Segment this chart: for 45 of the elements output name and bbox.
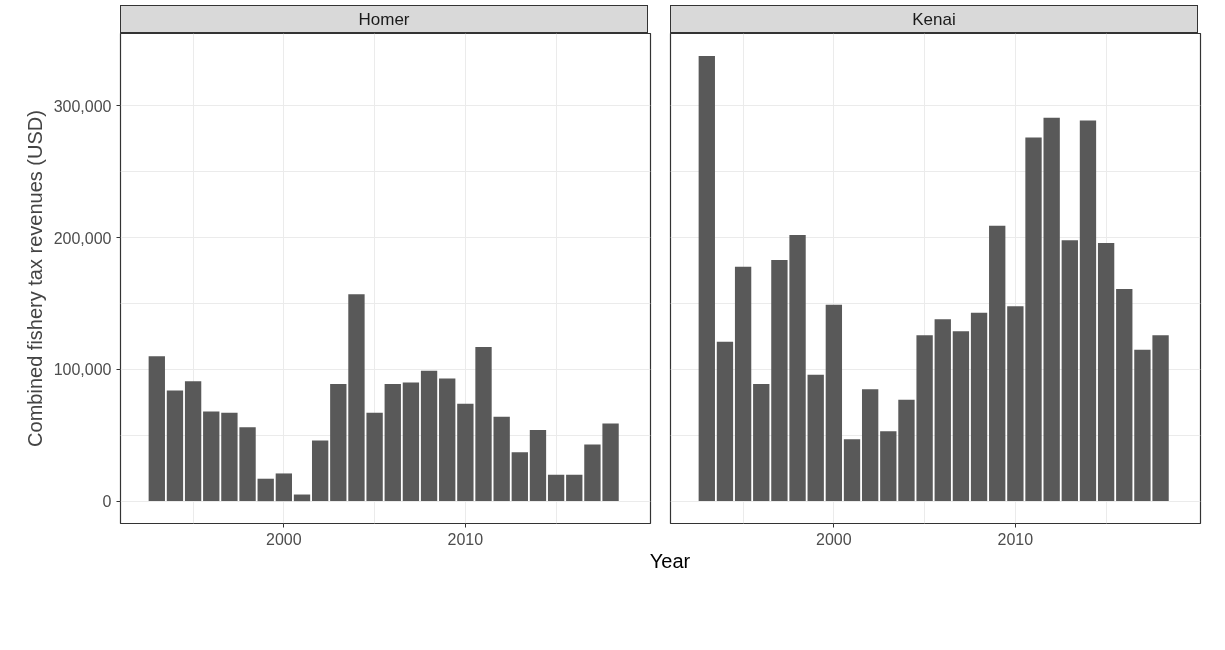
x-axis-title: Year [649, 549, 691, 574]
x-tick-label: 2010 [997, 530, 1034, 548]
bar [402, 382, 420, 502]
bar [861, 389, 879, 502]
bar [934, 319, 951, 502]
bar [420, 370, 438, 502]
bar [547, 474, 565, 502]
y-tick-label: 0 [102, 493, 112, 511]
bar [257, 478, 274, 502]
y-tick-label: 300,000 [53, 97, 112, 115]
y-tick-label: 200,000 [53, 229, 112, 247]
bar [1079, 120, 1097, 502]
bar [734, 266, 752, 502]
bar [184, 381, 202, 502]
bar [880, 431, 897, 502]
bar [166, 390, 184, 502]
bar [698, 55, 715, 502]
bar [1116, 289, 1133, 502]
y-axis-title: Combined fishery tax revenues (USD) [23, 110, 46, 447]
x-tick-label: 2000 [266, 530, 302, 548]
y-tick-label: 100,000 [53, 361, 112, 379]
bar [566, 474, 583, 502]
bar [1097, 242, 1115, 502]
bar [952, 331, 970, 502]
bar [716, 341, 734, 502]
bar [148, 356, 165, 502]
x-tick-label: 2000 [816, 530, 852, 548]
bar [1061, 240, 1078, 502]
bar [439, 378, 456, 502]
bar [753, 383, 770, 502]
bar [275, 473, 293, 502]
bar [843, 439, 861, 502]
bar [511, 452, 528, 502]
bar [203, 411, 220, 502]
chart-title: Homer [358, 9, 410, 31]
chart-title: Kenai [912, 9, 956, 31]
bar [807, 374, 824, 502]
bar [384, 383, 401, 502]
bar [311, 440, 329, 502]
x-tick-label: 2010 [447, 530, 484, 548]
bar [330, 383, 347, 502]
bar [970, 312, 988, 502]
bar [529, 429, 547, 502]
bar [989, 225, 1006, 502]
bar [825, 304, 843, 502]
